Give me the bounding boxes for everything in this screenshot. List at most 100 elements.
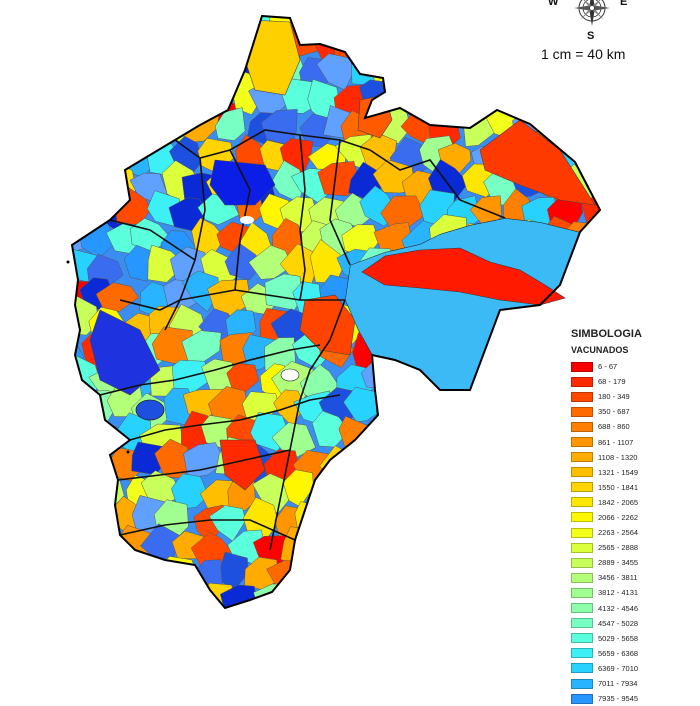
legend-swatch: [571, 527, 593, 538]
legend-item: 2889 - 3455: [571, 555, 700, 570]
legend-swatch: [571, 452, 593, 463]
legend-subtitle: VACUNADOS: [571, 345, 629, 355]
map-region-patch: [479, 119, 596, 206]
map-region-patch: [420, 442, 460, 484]
map-region-patch: [578, 87, 600, 122]
map-region-patch: [410, 530, 448, 566]
legend-item: 1550 - 1841: [571, 480, 700, 495]
map-region-patch: [72, 579, 105, 608]
map-region-patch: [344, 555, 381, 588]
map-region-patch: [361, 423, 402, 459]
legend-swatch: [571, 587, 593, 598]
map-region-patch: [562, 113, 600, 151]
legend-label: 5659 - 6368: [598, 648, 639, 658]
map-region-patch: [532, 444, 569, 476]
country-outline: [70, 14, 602, 610]
map-region-patch: [72, 86, 100, 125]
map-region-patch: [473, 466, 510, 505]
map-region-patch: [499, 417, 542, 456]
map-region-patch: [494, 530, 533, 570]
legend-swatch: [571, 482, 593, 493]
legend-label: 7011 - 7934: [598, 679, 638, 689]
map-region-patch: [431, 385, 466, 424]
map-region-patch: [72, 16, 93, 35]
map-region-patch: [351, 16, 392, 29]
map-region-patch: [439, 579, 482, 608]
map-region-patch: [195, 19, 235, 60]
map-region-patch: [72, 112, 88, 146]
legend-label: 68 - 179: [598, 377, 626, 387]
legend-label: 688 - 860: [598, 422, 630, 432]
map-region-patch: [72, 448, 91, 488]
scale-text: 1 cm = 40 km: [541, 46, 626, 62]
map-region-patch: [390, 476, 430, 512]
legend-label: 1550 - 1841: [598, 482, 639, 492]
legend-label: 6369 - 7010: [598, 663, 639, 673]
map-region-patch: [181, 270, 220, 312]
map-region-patch: [564, 274, 600, 312]
map-region-patch: [322, 554, 364, 596]
legend-swatch: [571, 421, 593, 432]
map-region-patch: [183, 442, 226, 479]
map-region-patch: [187, 16, 223, 38]
legend-label: 1321 - 1549: [598, 467, 639, 477]
map-region-patch: [421, 495, 463, 535]
legend-swatch: [571, 572, 593, 583]
map-region-patch: [354, 475, 395, 511]
map-region-patch: [224, 242, 263, 281]
map-region-patch: [121, 20, 158, 56]
map-region-patch: [482, 52, 529, 95]
legend-item: 3456 - 3811: [571, 570, 700, 585]
legend-item: 861 - 1107: [571, 434, 700, 449]
map-region-patch: [375, 440, 413, 481]
map-region-patch: [473, 530, 513, 569]
legend-swatch: [571, 603, 593, 614]
map-region-patch: [209, 159, 276, 206]
map-region-patch: [294, 501, 324, 538]
map-region-patch: [158, 51, 196, 87]
map-region-patch: [487, 553, 521, 591]
legend-item: 6369 - 7010: [571, 661, 700, 676]
map-region-patch: [302, 521, 340, 564]
legend-item: 7935 - 9545: [571, 691, 700, 706]
map-region-patch: [72, 142, 100, 179]
map-region-patch: [275, 579, 321, 608]
map-region-patch: [405, 555, 445, 597]
map-region-patch: [357, 22, 397, 66]
legend-item: 350 - 687: [571, 404, 700, 419]
map-region-patch: [98, 555, 142, 595]
map-region-patch: [82, 503, 120, 539]
map-region-patch: [468, 20, 503, 63]
map-region-patch: [128, 53, 166, 91]
map-region-patch: [112, 79, 158, 114]
map-region-patch: [409, 29, 453, 66]
map-region-patch: [77, 16, 111, 25]
legend-swatch: [571, 361, 593, 372]
map-region-patch: [149, 584, 184, 608]
legend-swatch: [571, 663, 593, 674]
map-region-patch: [382, 77, 426, 113]
legend-swatch: [571, 437, 593, 448]
map-region-patch: [160, 16, 194, 34]
map-region-patch: [370, 16, 409, 38]
map-region-patch: [266, 559, 309, 600]
legend-label: 4547 - 5028: [598, 618, 639, 628]
map-region-patch: [385, 27, 427, 63]
map-region-patch: [473, 575, 509, 608]
legend-item: 7011 - 7934: [571, 676, 700, 691]
map-region-patch: [74, 106, 111, 146]
map-region-patch: [493, 359, 533, 400]
map-region-patch: [219, 439, 266, 491]
map-region-patch: [436, 54, 472, 93]
legend-item: 1108 - 1320: [571, 450, 700, 465]
legend-swatch: [571, 678, 593, 689]
map-region-patch: [321, 500, 359, 543]
legend-swatch: [571, 542, 593, 553]
map-region-patch: [335, 533, 373, 570]
legend-swatch: [571, 467, 593, 478]
map-region-patch: [423, 556, 465, 594]
map-region-patch: [289, 16, 331, 30]
map-region-patch: [375, 501, 415, 539]
map-region-patch: [72, 296, 99, 336]
map-region-patch: [522, 412, 567, 454]
